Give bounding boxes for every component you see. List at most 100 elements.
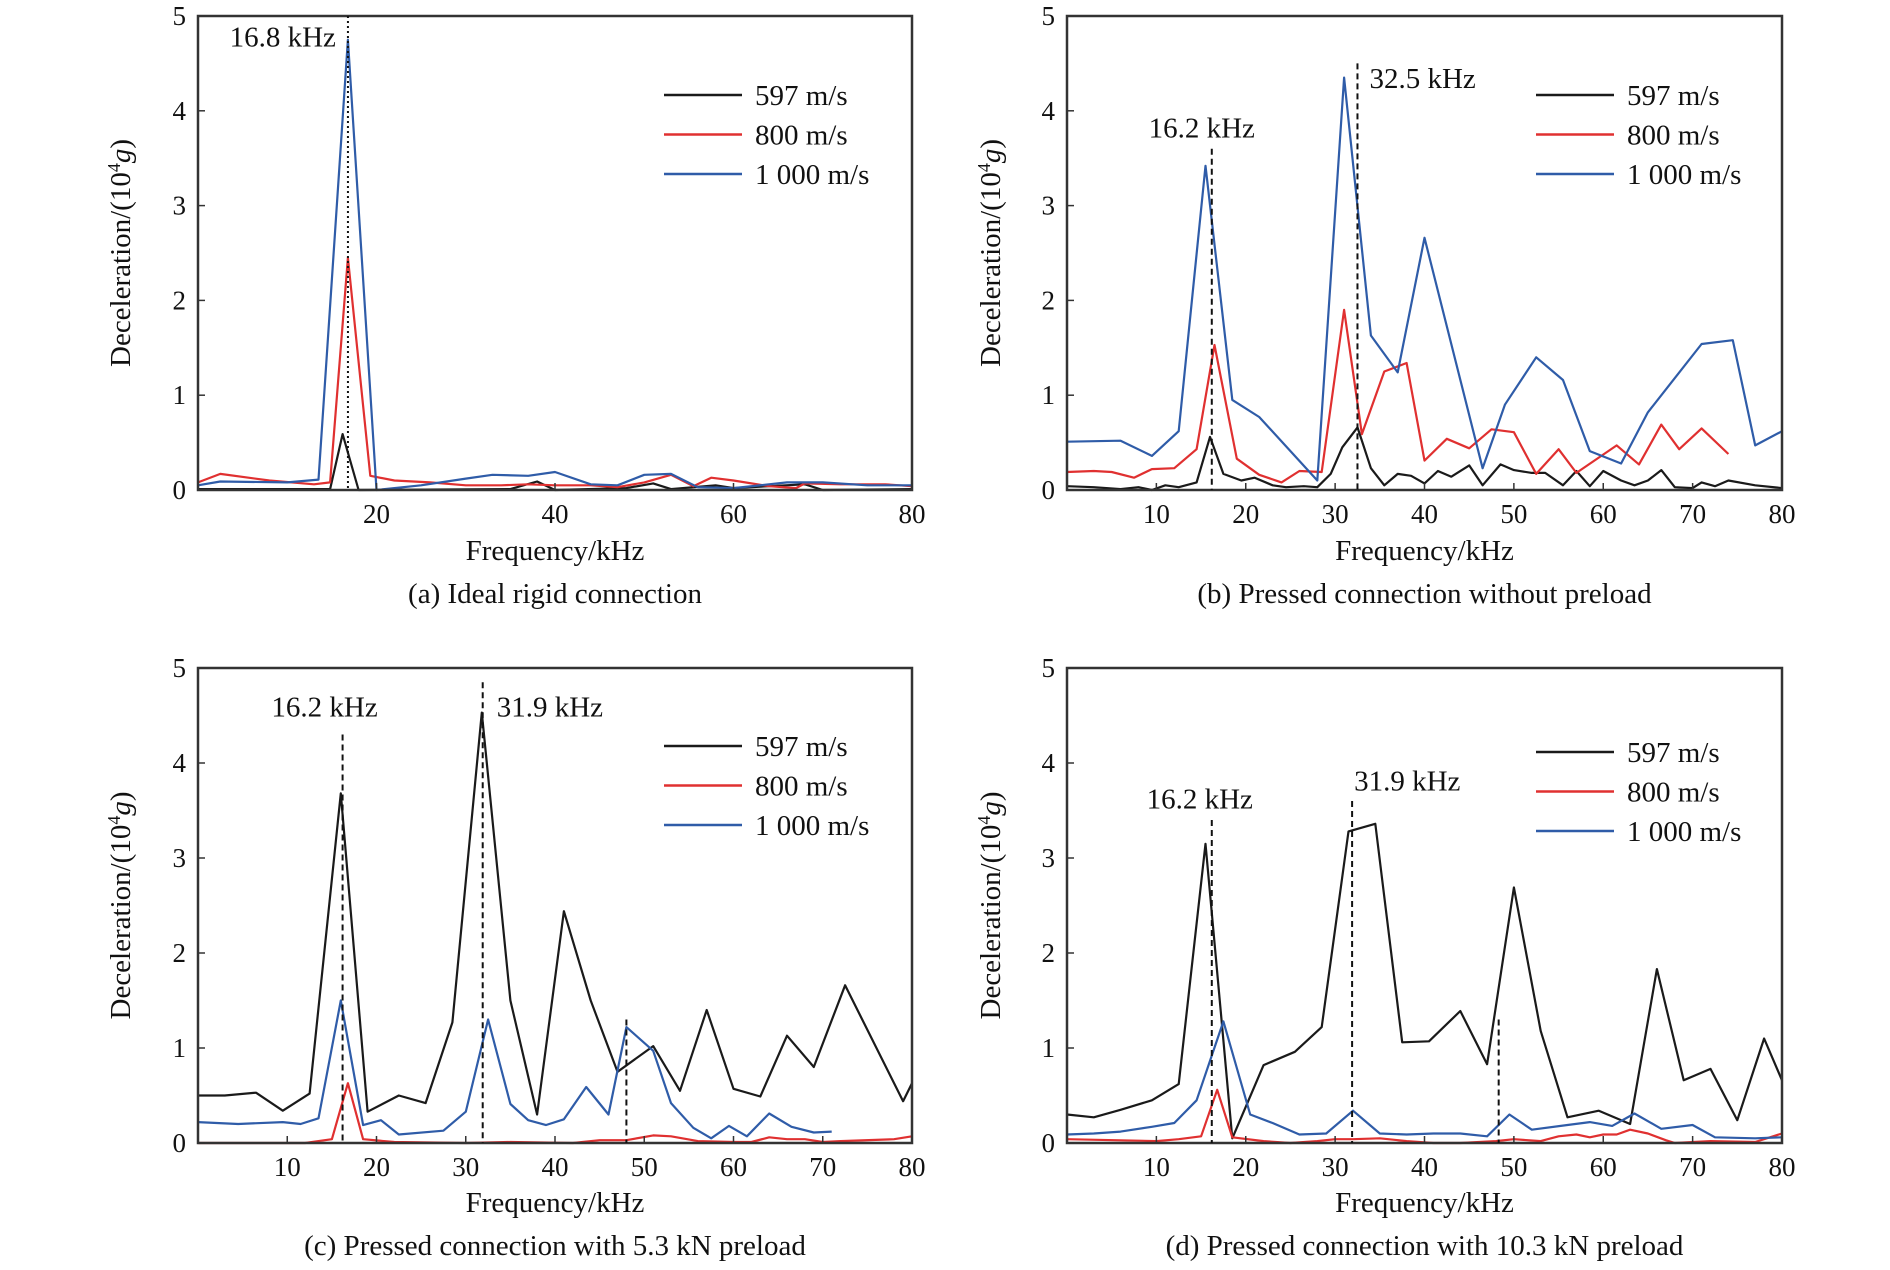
legend-label: 597 m/s — [1627, 737, 1720, 769]
y-tick-label: 1 — [173, 380, 187, 410]
x-axis-label: Frequency/kHz — [1335, 535, 1514, 567]
panel-caption: (c) Pressed connection with 5.3 kN prelo… — [304, 1230, 806, 1262]
series-line-1-000-m-s — [197, 999, 832, 1140]
series-line-597-m-s — [1066, 822, 1784, 1140]
y-axis-label-text: Deceleration/(10 — [105, 172, 137, 367]
y-axis-label-exponent: 4 — [974, 163, 994, 172]
y-tick-label: 2 — [173, 285, 187, 315]
legend-label: 597 m/s — [755, 80, 848, 112]
panel-caption: (a) Ideal rigid connection — [408, 578, 702, 610]
x-tick-label: 60 — [720, 1152, 747, 1182]
y-axis-label-text: Deceleration/(10 — [975, 172, 1007, 367]
x-tick-label: 70 — [809, 1152, 836, 1182]
x-tick-label: 10 — [1143, 499, 1170, 529]
y-tick-label: 2 — [1042, 938, 1056, 968]
x-tick-label: 30 — [1322, 1152, 1349, 1182]
y-tick-label: 5 — [173, 1, 187, 31]
y-tick-label: 5 — [1042, 1, 1056, 31]
x-tick-label: 50 — [1500, 499, 1527, 529]
legend-label: 1 000 m/s — [755, 159, 869, 191]
peak-frequency-label: 16.2 kHz — [271, 691, 377, 723]
peak-frequency-label: 31.9 kHz — [497, 691, 603, 723]
x-tick-label: 50 — [631, 1152, 658, 1182]
series-line-1-000-m-s — [1066, 1020, 1783, 1140]
legend-label: 1 000 m/s — [755, 810, 869, 842]
x-tick-label: 60 — [1590, 499, 1617, 529]
peak-frequency-label: 16.2 kHz — [1149, 112, 1255, 144]
x-tick-label: 10 — [1143, 1152, 1170, 1182]
x-tick-label: 50 — [1500, 1152, 1527, 1182]
y-tick-label: 0 — [173, 475, 187, 505]
series-line-800-m-s — [1066, 308, 1730, 484]
chart-panel-c: 10 20 30 40 50 60 70 80 0 1 2 3 4 5 16.2 kHz 31.9 kHz 59… — [104, 653, 926, 1262]
x-tick-label: 60 — [720, 499, 747, 529]
y-tick-label: 0 — [1042, 475, 1056, 505]
peak-frequency-label: 32.5 kHz — [1369, 63, 1475, 95]
y-tick-label: 0 — [1042, 1128, 1056, 1158]
x-tick-label: 40 — [542, 499, 569, 529]
chart-panel-b: 10 20 30 40 50 60 70 80 0 1 2 3 4 5 16.2 kHz 32.5 kHz 59… — [974, 1, 1796, 610]
legend-label: 800 m/s — [755, 120, 848, 152]
y-tick-label: 1 — [173, 1033, 187, 1063]
y-tick-label: 0 — [173, 1128, 187, 1158]
x-tick-label: 20 — [1232, 499, 1259, 529]
x-tick-label: 20 — [363, 499, 390, 529]
x-tick-label: 80 — [1769, 1152, 1796, 1182]
x-tick-label: 30 — [1322, 499, 1349, 529]
legend-label: 800 m/s — [1627, 120, 1720, 152]
x-tick-label: 70 — [1679, 499, 1706, 529]
panel-caption: (b) Pressed connection without preload — [1197, 578, 1652, 610]
y-axis-label-close: ) — [975, 139, 1007, 149]
y-axis-label-close: ) — [105, 791, 137, 801]
y-tick-label: 2 — [173, 938, 187, 968]
y-axis-label-unit: g — [975, 801, 1007, 816]
y-tick-label: 4 — [1042, 96, 1056, 126]
x-tick-label: 20 — [363, 1152, 390, 1182]
y-axis-label: Deceleration/(104g) — [104, 791, 137, 1019]
series-line-1-000-m-s — [197, 38, 912, 492]
y-axis-label-unit: g — [105, 149, 137, 164]
x-tick-label: 70 — [1679, 1152, 1706, 1182]
y-tick-label: 4 — [173, 96, 187, 126]
y-axis-label: Deceleration/(104g) — [974, 791, 1007, 1019]
legend: 597 m/s 800 m/s 1 000 m/s — [1536, 80, 1741, 191]
y-tick-label: 2 — [1042, 285, 1056, 315]
y-tick-label: 3 — [1042, 191, 1056, 221]
y-axis-label-close: ) — [975, 791, 1007, 801]
legend-label: 800 m/s — [1627, 777, 1720, 809]
x-axis-label: Frequency/kHz — [1335, 1187, 1514, 1219]
x-tick-label: 20 — [1232, 1152, 1259, 1182]
x-tick-label: 30 — [452, 1152, 479, 1182]
peak-frequency-label: 31.9 kHz — [1354, 766, 1460, 798]
y-tick-label: 5 — [173, 653, 187, 683]
chart-panel-a: 20 40 60 80 0 1 2 3 4 5 16.8 kHz 597 m/s 800 m/s 1 00… — [104, 1, 926, 610]
x-axis-label: Frequency/kHz — [466, 1187, 645, 1219]
y-axis-label-unit: g — [105, 801, 137, 816]
x-tick-label: 40 — [1411, 499, 1438, 529]
legend-label: 1 000 m/s — [1627, 159, 1741, 191]
legend: 597 m/s 800 m/s 1 000 m/s — [664, 80, 869, 191]
y-axis-label-exponent: 4 — [974, 816, 994, 825]
legend-label: 800 m/s — [755, 771, 848, 803]
series-line-800-m-s — [1066, 1088, 1783, 1145]
legend: 597 m/s 800 m/s 1 000 m/s — [664, 731, 869, 842]
chart-panel-d: 10 20 30 40 50 60 70 80 0 1 2 3 4 5 16.2 kHz 31.9 kHz 59… — [974, 653, 1796, 1262]
y-tick-label: 3 — [173, 191, 187, 221]
x-tick-label: 40 — [542, 1152, 569, 1182]
series-line-597-m-s — [198, 711, 913, 1116]
legend-label: 597 m/s — [1627, 80, 1720, 112]
x-tick-label: 80 — [1769, 499, 1796, 529]
x-axis-label: Frequency/kHz — [466, 535, 645, 567]
series-line-800-m-s — [198, 1082, 913, 1145]
legend-label: 597 m/s — [755, 731, 848, 763]
y-axis-label-text: Deceleration/(10 — [975, 825, 1007, 1020]
y-axis-label-close: ) — [105, 139, 137, 149]
y-axis-label: Deceleration/(104g) — [974, 139, 1007, 367]
y-axis-label-text: Deceleration/(10 — [105, 825, 137, 1020]
x-tick-label: 60 — [1590, 1152, 1617, 1182]
legend-label: 1 000 m/s — [1627, 816, 1741, 848]
x-tick-label: 80 — [899, 1152, 926, 1182]
x-tick-label: 40 — [1411, 1152, 1438, 1182]
y-tick-label: 1 — [1042, 1033, 1056, 1063]
